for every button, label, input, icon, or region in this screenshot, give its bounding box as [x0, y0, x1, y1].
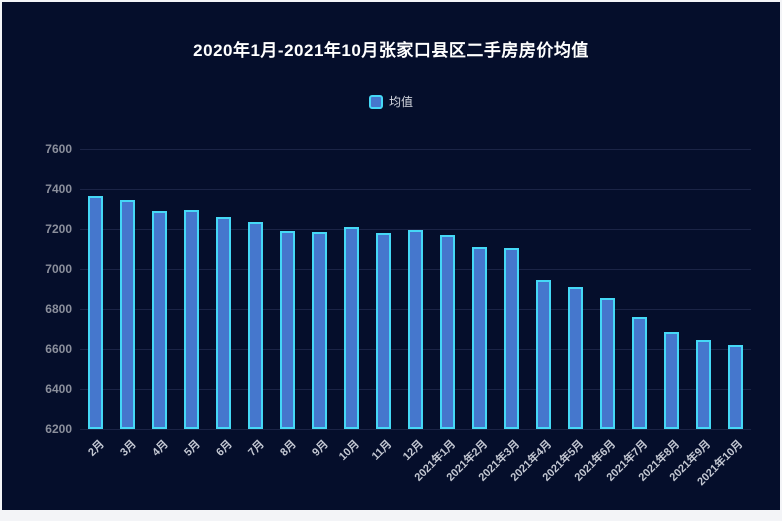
x-axis-label: 3月: [117, 438, 139, 459]
legend-item-average[interactable]: 均值: [368, 93, 413, 110]
chart-title: 2020年1月-2021年10月张家口县区二手房房价均值: [193, 41, 589, 60]
y-axis: 7600 7400 7200 7000 6800 6600 6400 6200: [2, 142, 72, 436]
bar-3月[interactable]: [120, 200, 136, 429]
x-axis-label: 4月: [149, 438, 171, 459]
y-axis-label: 6800: [45, 302, 72, 316]
bar-2月[interactable]: [88, 196, 104, 429]
plot-area: 2月 3月 4月 5月 6月 7月 8月 9月 10月 11月 12月 2021年1月 2021年2月 2…: [80, 149, 751, 488]
bar-2021年6月[interactable]: [599, 298, 615, 429]
bar-11月[interactable]: [376, 233, 392, 429]
bar-12月[interactable]: [408, 230, 423, 429]
gridline: [80, 229, 751, 230]
bar-2021年9月[interactable]: [695, 340, 711, 429]
bar-2021年4月[interactable]: [535, 280, 551, 429]
x-axis-label: 8月: [277, 438, 299, 459]
x-axis-label: 5月: [181, 438, 203, 459]
legend: 均值: [2, 93, 780, 110]
y-axis-label: 7400: [45, 182, 72, 196]
bar-8月[interactable]: [280, 231, 296, 429]
gridline: [80, 429, 751, 430]
bar-2021年3月[interactable]: [503, 248, 519, 429]
legend-label: 均值: [388, 95, 413, 109]
bar-2021年10月[interactable]: [727, 345, 743, 429]
x-axis-label: 7月: [245, 438, 267, 459]
bar-7月[interactable]: [248, 222, 264, 429]
y-axis-label: 6600: [45, 342, 72, 356]
x-axis-label: 6月: [213, 438, 235, 459]
x-axis-label: 2月: [85, 438, 107, 459]
gridline: [80, 189, 751, 190]
x-axis-label: 11月: [369, 438, 395, 463]
y-axis-label: 7600: [45, 142, 72, 156]
x-axis-label: 10月: [337, 438, 363, 464]
bar-2021年1月[interactable]: [439, 235, 455, 429]
y-axis-label: 7200: [45, 222, 72, 236]
bar-9月[interactable]: [312, 232, 328, 429]
legend-swatch-icon: [368, 94, 383, 109]
bar-2021年5月[interactable]: [567, 287, 583, 429]
bar-10月[interactable]: [344, 227, 360, 429]
y-axis-label: 6200: [45, 422, 72, 436]
y-axis-label: 7000: [45, 262, 72, 276]
bar-4月[interactable]: [152, 211, 168, 429]
chart-canvas: 2020年1月-2021年10月张家口县区二手房房价均值 均值 7600 7400…: [2, 2, 780, 510]
bar-5月[interactable]: [184, 210, 200, 429]
bar-6月[interactable]: [216, 217, 232, 429]
bar-2021年7月[interactable]: [631, 317, 647, 429]
x-axis-label: 9月: [309, 438, 331, 459]
bar-2021年8月[interactable]: [663, 332, 679, 429]
y-axis-label: 6400: [45, 382, 72, 396]
gridline: [80, 149, 751, 150]
bar-2021年2月[interactable]: [471, 247, 487, 429]
